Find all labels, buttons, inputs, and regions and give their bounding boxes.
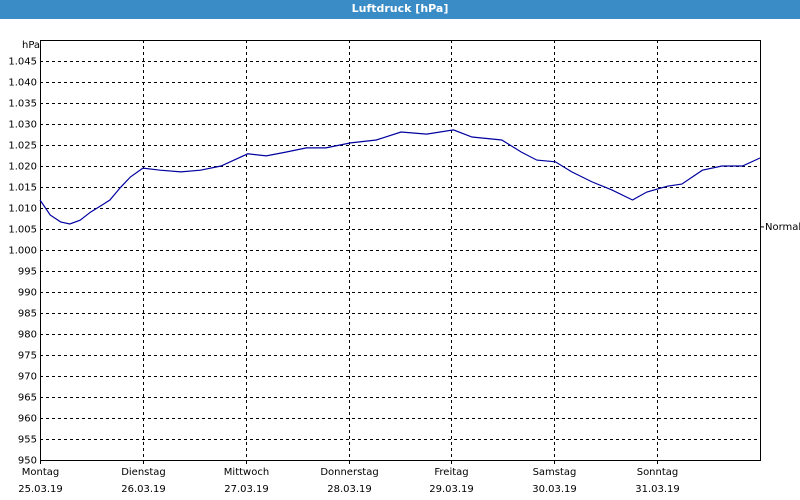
x-tick-date: 25.03.19: [18, 484, 63, 495]
y-tick-label: 955: [18, 435, 37, 446]
x-tick-date: 31.03.19: [635, 484, 680, 495]
y-tick-label: 1.000: [8, 246, 37, 257]
x-tick-label: Freitag: [434, 467, 468, 478]
x-tick-label: Mittwoch: [224, 467, 269, 478]
x-tick-label: Montag: [22, 467, 59, 478]
y-tick-label: 995: [18, 267, 37, 278]
y-tick-label: 990: [18, 288, 37, 299]
y-tick-label: 1.010: [8, 204, 37, 215]
x-tick-label: Donnerstag: [320, 467, 378, 478]
y-tick-label: 1.045: [8, 57, 37, 68]
title-bar: [0, 0, 800, 19]
y-tick-label: 1.005: [8, 225, 37, 236]
y-tick-label: 960: [18, 414, 37, 425]
y-tick-label: 975: [18, 351, 37, 362]
x-tick-date: 29.03.19: [429, 484, 474, 495]
x-tick-date: 28.03.19: [327, 484, 372, 495]
y-tick-label: 1.025: [8, 141, 37, 152]
y-tick-label: 985: [18, 309, 37, 320]
line-series: [39, 129, 761, 225]
y-tick-label: 1.030: [8, 120, 37, 131]
plot-border: [40, 40, 761, 461]
reference-label: Normal: [765, 222, 800, 233]
y-tick-label: 980: [18, 330, 37, 341]
y-tick-label: 950: [18, 456, 37, 467]
x-tick-label: Samstag: [533, 467, 577, 478]
y-tick-label: 1.040: [8, 78, 37, 89]
chart-title: Luftdruck [hPa]: [352, 2, 449, 15]
x-tick-label: Sonntag: [637, 467, 679, 478]
x-tick-label: Dienstag: [121, 467, 166, 478]
y-unit-label: hPa: [22, 40, 40, 51]
y-tick-label: 1.015: [8, 183, 37, 194]
y-tick-label: 970: [18, 372, 37, 383]
x-tick-date: 30.03.19: [532, 484, 577, 495]
x-tick-date: 26.03.19: [121, 484, 166, 495]
y-tick-label: 1.020: [8, 162, 37, 173]
y-tick-label: 965: [18, 393, 37, 404]
x-tick-date: 27.03.19: [224, 484, 269, 495]
y-tick-label: 1.035: [8, 99, 37, 110]
